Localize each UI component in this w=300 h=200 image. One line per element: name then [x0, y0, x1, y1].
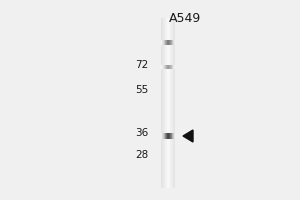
- Text: A549: A549: [169, 12, 201, 25]
- Bar: [161, 65, 162, 69]
- Polygon shape: [183, 130, 193, 142]
- Bar: [165, 65, 166, 69]
- Text: 55: 55: [135, 85, 148, 95]
- Bar: [173, 40, 174, 45]
- Bar: [162, 40, 163, 45]
- Bar: [165, 40, 166, 45]
- Bar: [163, 133, 164, 139]
- Bar: [170, 65, 171, 69]
- Bar: [167, 18, 168, 188]
- Bar: [166, 18, 167, 188]
- Bar: [171, 133, 172, 139]
- Bar: [167, 65, 168, 69]
- Bar: [164, 40, 165, 45]
- Bar: [163, 40, 164, 45]
- Bar: [171, 65, 172, 69]
- Bar: [164, 65, 165, 69]
- Bar: [163, 65, 164, 69]
- Bar: [170, 18, 171, 188]
- Bar: [169, 65, 170, 69]
- Bar: [167, 133, 168, 139]
- Bar: [169, 133, 170, 139]
- Bar: [174, 65, 175, 69]
- Bar: [168, 40, 169, 45]
- Bar: [167, 40, 168, 45]
- Text: 72: 72: [135, 60, 148, 70]
- Bar: [171, 18, 172, 188]
- Bar: [172, 65, 173, 69]
- Bar: [165, 18, 166, 188]
- Bar: [165, 133, 166, 139]
- Bar: [173, 65, 174, 69]
- Bar: [168, 65, 169, 69]
- Bar: [172, 18, 173, 188]
- Bar: [172, 40, 173, 45]
- Bar: [161, 40, 162, 45]
- Bar: [170, 133, 171, 139]
- Bar: [169, 65, 170, 69]
- Bar: [171, 40, 172, 45]
- Bar: [174, 40, 175, 45]
- Bar: [162, 65, 163, 69]
- Bar: [170, 40, 171, 45]
- Bar: [162, 133, 163, 139]
- Bar: [168, 18, 169, 188]
- Bar: [164, 18, 165, 188]
- Text: 36: 36: [135, 128, 148, 138]
- Bar: [163, 18, 164, 188]
- Text: 28: 28: [135, 150, 148, 160]
- Bar: [174, 133, 175, 139]
- Bar: [168, 133, 169, 139]
- Bar: [173, 133, 174, 139]
- Bar: [174, 18, 175, 188]
- Bar: [161, 133, 162, 139]
- Bar: [164, 133, 165, 139]
- Bar: [169, 18, 170, 188]
- Bar: [162, 18, 163, 188]
- Bar: [169, 133, 170, 139]
- Bar: [172, 133, 173, 139]
- Bar: [161, 18, 162, 188]
- Bar: [169, 40, 170, 45]
- Bar: [173, 18, 174, 188]
- Bar: [169, 40, 170, 45]
